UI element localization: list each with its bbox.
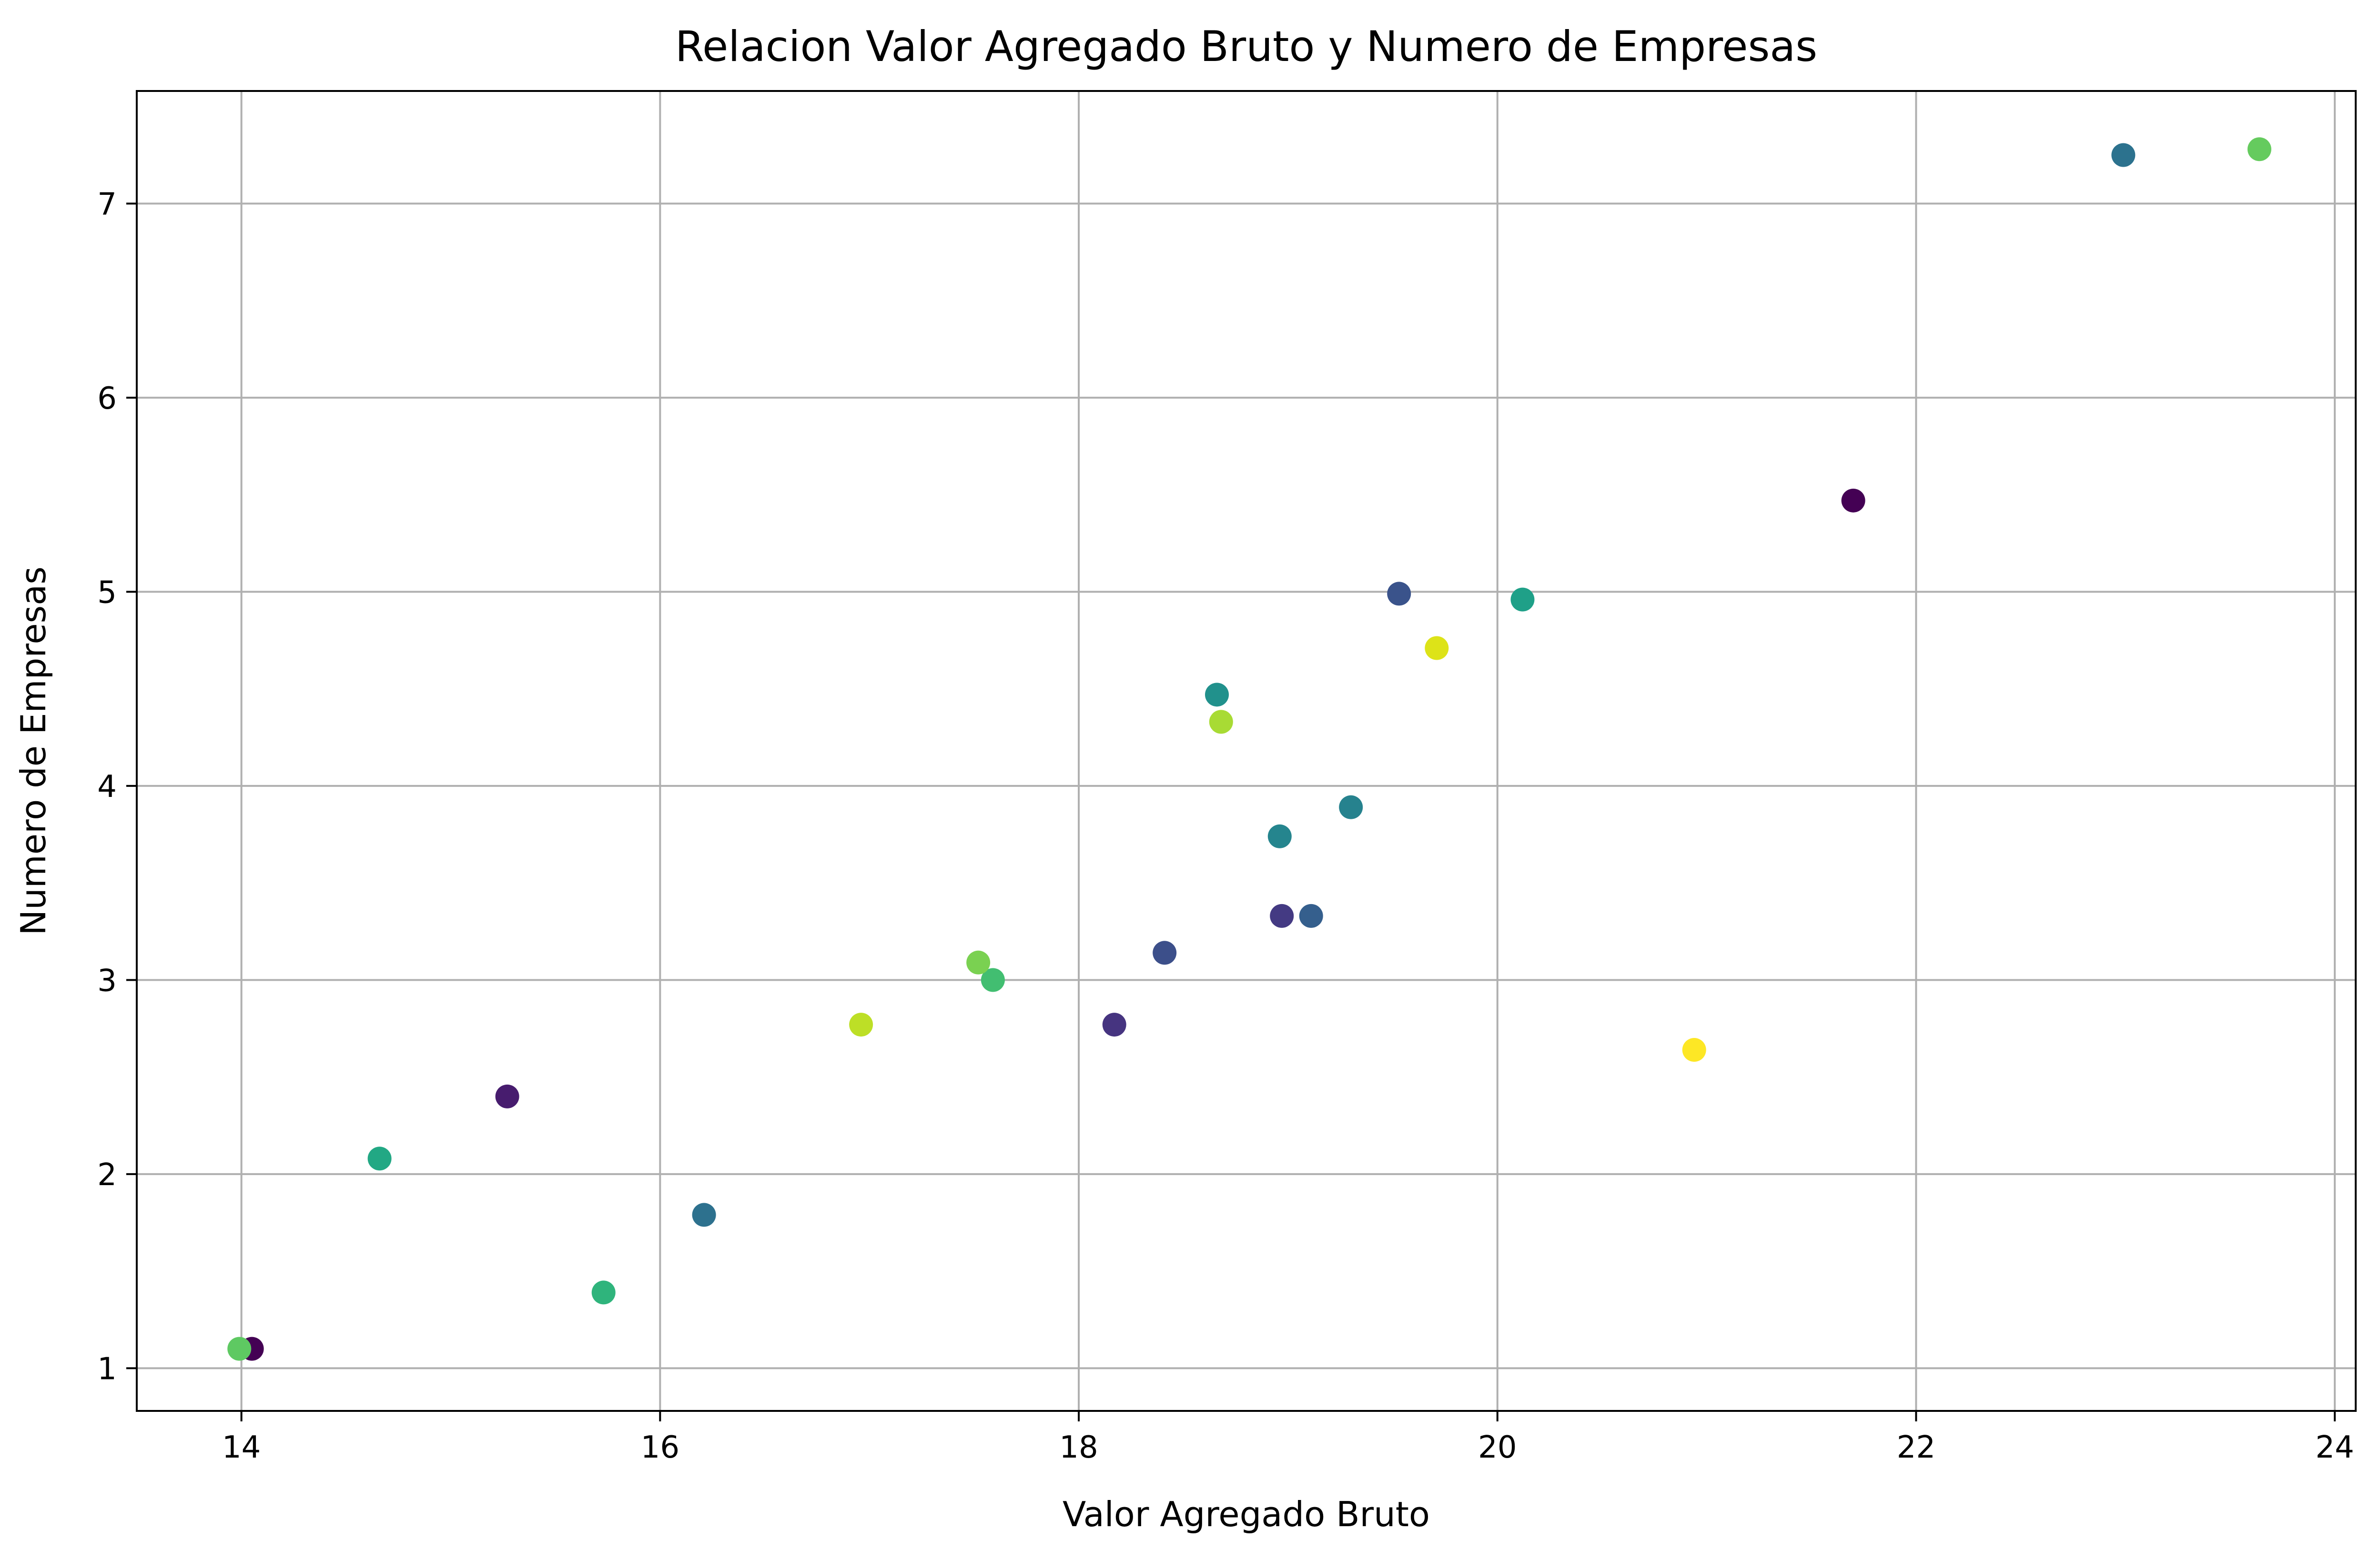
scatter-point bbox=[1510, 587, 1535, 612]
data-points bbox=[227, 137, 2271, 1361]
scatter-point bbox=[1205, 683, 1229, 707]
scatter-point bbox=[1102, 1013, 1126, 1037]
scatter-point bbox=[1425, 636, 1449, 660]
scatter-point bbox=[1267, 824, 1292, 848]
x-tick-label: 18 bbox=[1059, 1430, 1098, 1465]
y-tick-label: 2 bbox=[97, 1157, 117, 1193]
scatter-point bbox=[1682, 1038, 1706, 1062]
scatter-point bbox=[1209, 710, 1233, 734]
scatter-point bbox=[2247, 137, 2271, 161]
scatter-point bbox=[1841, 488, 1865, 513]
scatter-point bbox=[1153, 941, 1177, 965]
y-tick-label: 3 bbox=[97, 963, 117, 998]
x-tick-label: 20 bbox=[1478, 1430, 1517, 1465]
y-tick-label: 1 bbox=[97, 1351, 117, 1387]
y-axis-label: Numero de Empresas bbox=[13, 566, 53, 936]
axis-ticks: 14 16 18 20 22 24 1 2 3 4 5 6 7 bbox=[97, 187, 2354, 1465]
y-tick-label: 5 bbox=[97, 575, 117, 610]
scatter-point bbox=[367, 1147, 392, 1171]
x-tick-label: 24 bbox=[2315, 1430, 2354, 1465]
scatter-point bbox=[227, 1337, 252, 1361]
x-tick-label: 14 bbox=[222, 1430, 261, 1465]
scatter-point bbox=[1387, 582, 1411, 606]
x-axis-label: Valor Agregado Bruto bbox=[1063, 1494, 1430, 1534]
scatter-point bbox=[1339, 795, 1363, 819]
scatter-point bbox=[591, 1280, 616, 1305]
scatter-point bbox=[692, 1203, 716, 1227]
y-tick-label: 4 bbox=[97, 769, 117, 805]
scatter-point bbox=[849, 1013, 873, 1037]
chart-title: Relacion Valor Agregado Bruto y Numero d… bbox=[675, 22, 1817, 71]
plot-area-frame bbox=[136, 90, 2357, 1412]
scatter-point bbox=[495, 1084, 519, 1108]
scatter-point bbox=[1299, 904, 1323, 928]
y-tick-label: 7 bbox=[97, 187, 117, 222]
scatter-point bbox=[2111, 143, 2136, 167]
scatter-point bbox=[1270, 904, 1294, 928]
x-tick-label: 22 bbox=[1897, 1430, 1935, 1465]
x-tick-label: 16 bbox=[641, 1430, 679, 1465]
grid-lines bbox=[137, 91, 2356, 1411]
scatter-point bbox=[981, 968, 1005, 992]
y-tick-label: 6 bbox=[97, 381, 117, 416]
scatter-point bbox=[966, 950, 991, 975]
